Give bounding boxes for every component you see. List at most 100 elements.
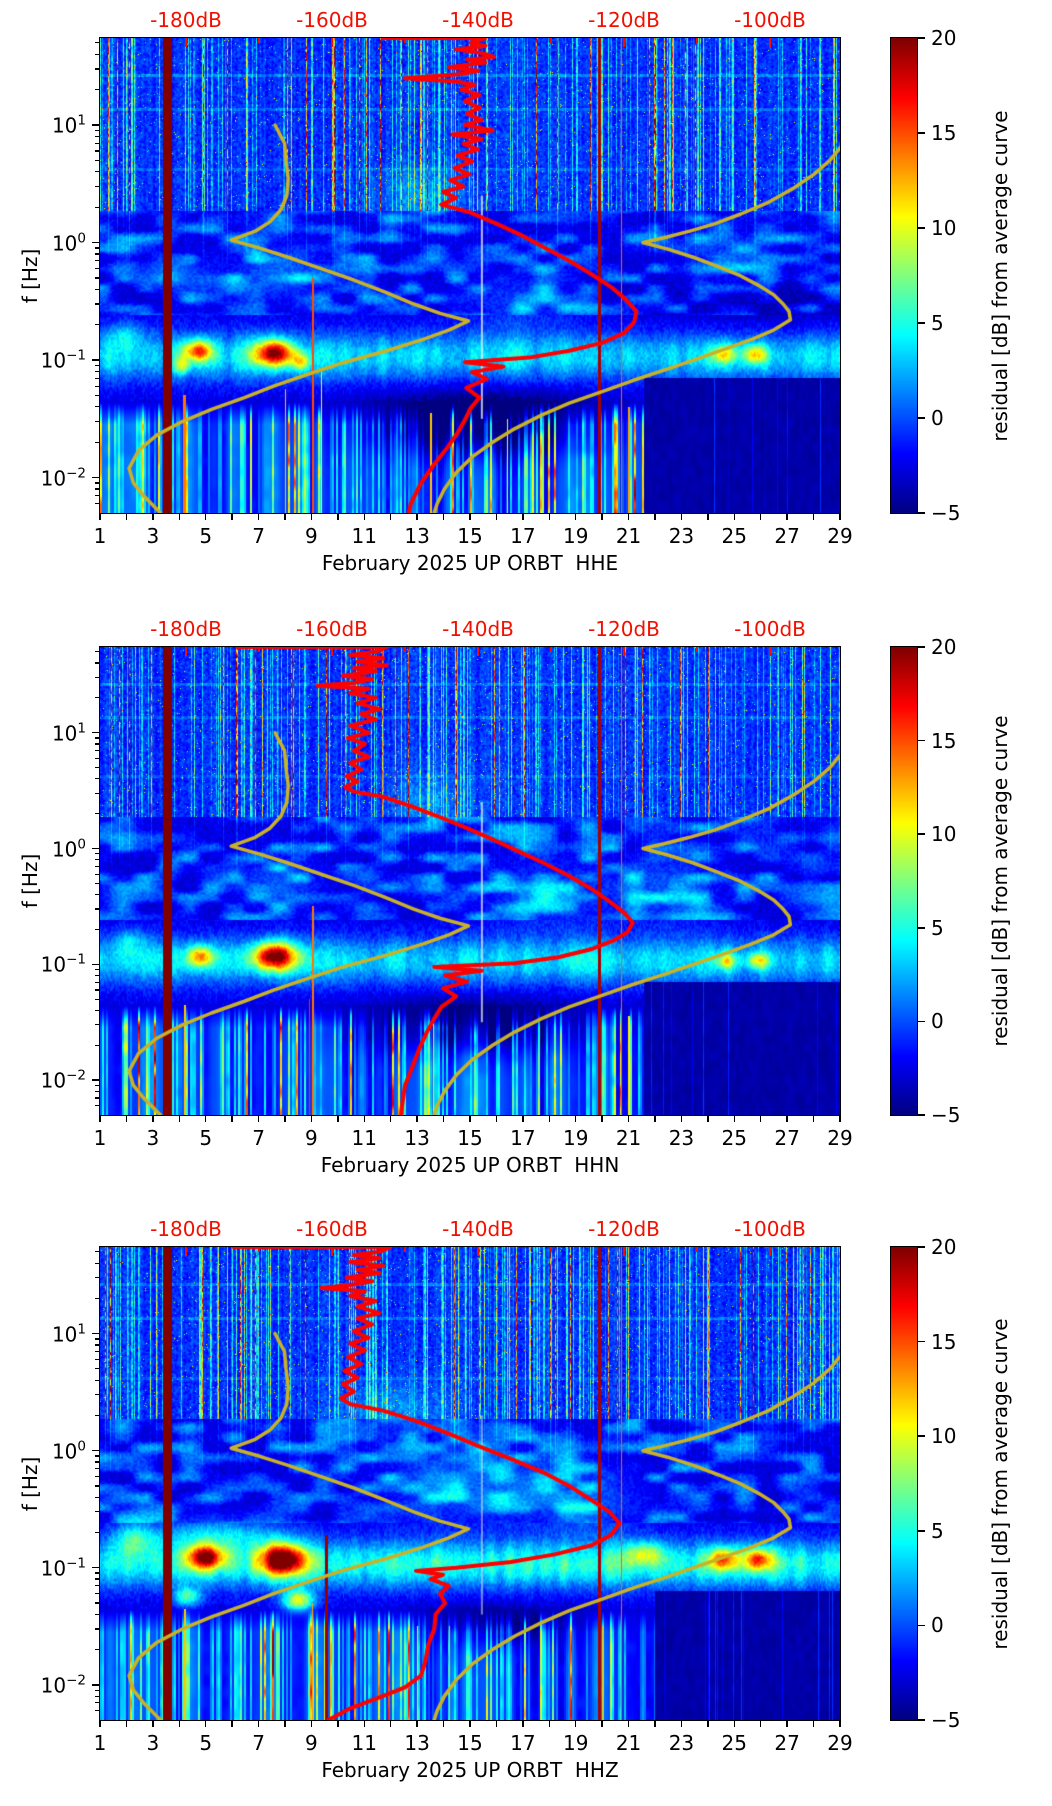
colorbar-tick [918,1435,925,1437]
x-tick-label: 23 [668,524,695,548]
x-tick [337,513,339,520]
y-minor-tick [95,1251,99,1253]
x-tick-label: 3 [146,1731,160,1755]
colorbar-tick [918,1530,925,1532]
y-tick-label: 10−2 [40,1067,86,1093]
x-tick [337,1720,339,1727]
x-tick [759,1115,762,1122]
colorbar-tick-label: 15 [931,121,957,145]
y-minor-tick [95,1628,99,1630]
y-tick [92,1684,99,1686]
x-tick [680,513,683,520]
y-tick-label: 10−2 [40,465,86,490]
top-axis-tick [622,647,626,656]
x-tick [99,1720,101,1727]
colorbar-tick-label: 10 [931,216,957,240]
y-minor-tick [95,766,99,769]
x-tick [204,513,207,520]
x-tick-label: 1 [93,1126,107,1150]
x-tick [284,513,286,520]
x-tick-label: 13 [404,1126,430,1150]
y-minor-tick [95,1613,99,1615]
x-tick [152,1115,154,1122]
x-tick [522,1115,524,1122]
top-axis-tick [768,1247,772,1256]
y-minor-tick [95,873,99,875]
x-tick [416,513,418,520]
x-tick [363,513,366,520]
y-tick [92,1566,99,1569]
x-tick-label: 19 [562,1126,589,1150]
colorbar-tick [918,1114,925,1116]
x-tick [257,513,260,520]
x-tick-label: 23 [668,1731,695,1755]
x-tick [733,513,736,520]
y-tick [92,476,99,479]
x-tick [601,1720,603,1727]
y-minor-tick [95,1468,99,1470]
x-tick [310,1115,313,1122]
top-axis-label: -120dB [588,617,660,641]
colorbar-title: residual [dB] from average curve [988,109,1012,442]
top-axis-tick [622,1247,626,1256]
x-tick [786,513,788,520]
y-tick [92,847,99,850]
y-minor-tick [95,482,99,484]
x-tick [786,1115,788,1122]
colorbar-canvas [891,38,917,513]
colorbar-tick [918,322,925,324]
x-axis-title: February 2025 UP ORBT HHZ [321,1758,619,1782]
y-minor-tick [95,998,99,1000]
spectrogram-canvas-hhn [100,647,840,1115]
y-minor-tick [95,1368,99,1370]
x-tick [680,1115,683,1122]
x-tick [125,513,128,520]
y-tick-label: 100 [51,230,86,255]
x-tick-label: 25 [721,1126,748,1150]
colorbar-tick-label: 15 [931,728,957,753]
x-tick [125,1720,128,1727]
colorbar-tick [918,927,925,929]
colorbar-tick-label: 20 [931,1235,957,1259]
y-minor-tick [95,813,99,815]
y-tick-label: 10−2 [40,1672,86,1698]
y-tick [92,241,99,244]
y-minor-tick [95,1485,99,1487]
x-tick-label: 1 [93,524,107,548]
y-minor-tick [95,303,99,305]
x-tick [495,1115,498,1122]
y-minor-tick [95,260,99,262]
x-tick [152,513,154,520]
x-tick-label: 21 [615,1126,642,1150]
x-tick [759,513,762,520]
y-minor-tick [95,1262,99,1264]
x-axis-title: February 2025 UP ORBT HHN [320,1153,620,1177]
y-minor-tick [95,989,99,991]
colorbar-tick [918,132,925,134]
y-minor-tick [95,441,99,443]
y-minor-tick [95,865,99,868]
y-minor-tick [95,1351,99,1353]
x-tick-label: 29 [827,524,853,548]
x-tick-label: 13 [404,524,430,548]
colorbar-tick-label: 5 [931,311,944,335]
top-axis-tick [184,647,188,656]
x-axis-title: February 2025 UP ORBT HHE [321,551,619,575]
y-minor-tick [95,1531,99,1534]
y-minor-tick [95,928,99,931]
x-tick-label: 9 [305,524,318,548]
y-minor-tick [95,488,99,490]
colorbar-tick [918,1246,925,1248]
y-minor-tick [95,859,99,861]
y-tick [92,1332,99,1335]
x-tick [495,1720,498,1727]
x-tick-label: 25 [721,1731,748,1755]
y-minor-tick [95,135,99,137]
top-axis-label: -180dB [150,1217,222,1241]
x-tick-label: 21 [615,524,642,548]
y-tick [92,359,99,361]
y-tick-label: 101 [51,1321,86,1346]
x-tick-label: 11 [351,524,378,548]
top-axis-label: -100dB [734,1217,806,1241]
top-axis-label: -120dB [588,1217,660,1241]
